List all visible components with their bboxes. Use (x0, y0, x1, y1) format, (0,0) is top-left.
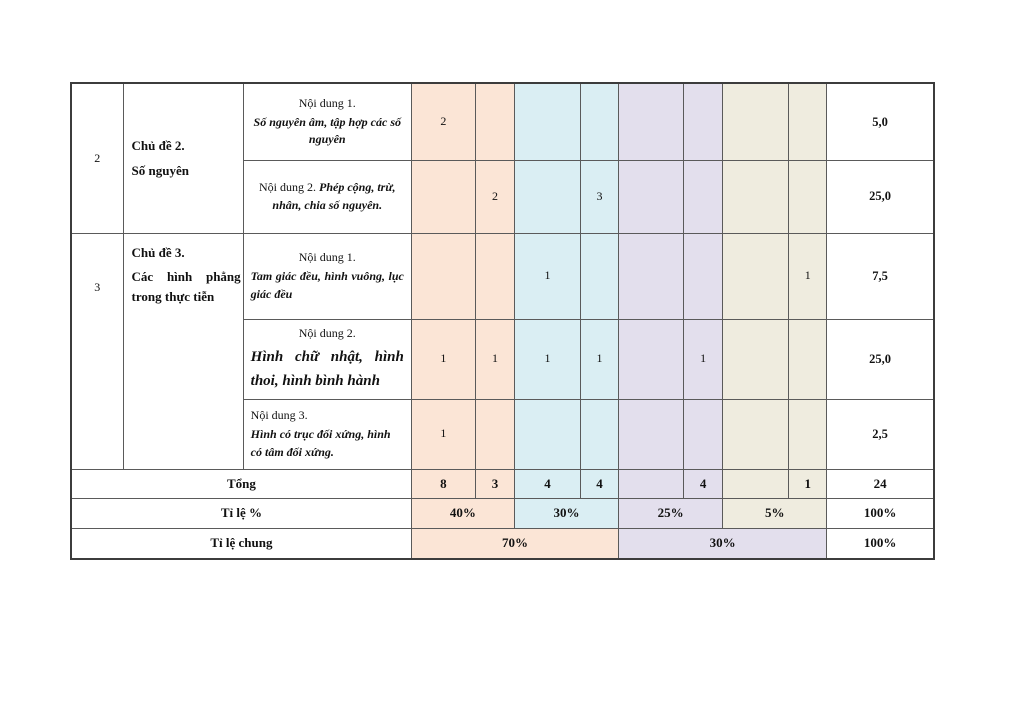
totals-l2b: 4 (580, 468, 620, 499)
value-t3c1-l1b (474, 232, 515, 320)
totals-l1a: 8 (410, 468, 476, 499)
value-t3c3-l4b (788, 398, 828, 470)
value-t2c2-l3b (683, 159, 724, 234)
totals-label: Tổng (70, 468, 412, 499)
value-t2c2-l2b: 3 (580, 159, 620, 234)
value-t2c2-l1b: 2 (474, 159, 515, 234)
content-topic2-nd1-text: Số nguyên âm, tập hợp các số nguyên (253, 115, 401, 147)
row-totals: Tổng 8 3 4 4 4 1 24 (70, 468, 935, 499)
row-topic3-content3: Nội dung 3. Hình có trục đối xứng, hình … (71, 398, 935, 470)
content-topic3-nd2-label: Nội dung 2. (298, 326, 356, 341)
totals-l1b: 3 (474, 468, 515, 499)
percent-overall-label: Tỉ lệ chung (70, 527, 412, 560)
value-t3c2-l1b: 1 (474, 318, 515, 400)
value-t2c2-l4a (722, 159, 790, 234)
value-t2c1-l4b (788, 82, 828, 161)
total-t3c1: 7,5 (826, 232, 935, 320)
value-t2c1-l2a (513, 82, 582, 161)
value-t3c3-l2b (580, 398, 620, 470)
value-t2c1-l1a: 2 (410, 82, 476, 161)
row-topic3-content2: Nội dung 2. Hình chữ nhật, hình thoi, hì… (71, 318, 935, 400)
totals-l4a (722, 468, 790, 499)
percent-l3: 25% (618, 497, 724, 529)
exam-matrix-table: 2 Chủ đề 2. Số nguyên Nội dung 1. Số ngu… (70, 82, 935, 560)
percent-l4: 5% (722, 497, 828, 529)
value-t3c1-l1a (410, 232, 476, 320)
value-t3c2-l2b: 1 (580, 318, 620, 400)
value-t2c1-l3b (683, 82, 724, 161)
topic3-title-line2: Các hình phẳng trong thực tiễn (131, 269, 241, 304)
value-t3c3-l1b (474, 398, 515, 470)
topic2-title-cell: Chủ đề 2. Số nguyên (122, 82, 244, 234)
row-topic3-content1: 3 Chủ đề 3. Các hình phẳng trong thực ti… (70, 232, 935, 470)
value-t3c3-l2a (513, 398, 582, 470)
content-topic2-nd1: Nội dung 1. Số nguyên âm, tập hợp các số… (242, 82, 412, 161)
row-percent: Tỉ lệ % 40% 30% 25% 5% 100% (70, 497, 935, 529)
percent-label: Tỉ lệ % (70, 497, 412, 529)
content-topic2-nd2-text: Phép cộng, trừ, nhân, chia số nguyên. (272, 180, 396, 212)
totals-l3b: 4 (683, 468, 724, 499)
row-topic2-content1: 2 Chủ đề 2. Số nguyên Nội dung 1. Số ngu… (70, 82, 935, 234)
percent-overall-total: 100% (826, 527, 935, 560)
percent-l2: 30% (513, 497, 620, 529)
value-t2c1-l4a (722, 82, 790, 161)
totals-l4b: 1 (788, 468, 828, 499)
row-percent-overall: Tỉ lệ chung 70% 30% 100% (70, 527, 935, 560)
content-topic2-nd2-label: Nội dung 2. (259, 180, 316, 195)
total-t3c3: 2,5 (826, 398, 935, 470)
row-topic2-content2: Nội dung 2. Phép cộng, trừ, nhân, chia s… (71, 159, 935, 234)
value-t2c2-l2a (513, 159, 582, 234)
stt-topic3: 3 (70, 232, 124, 470)
content-topic3-nd2: Nội dung 2. Hình chữ nhật, hình thoi, hì… (242, 318, 412, 400)
value-t2c1-l2b (580, 82, 620, 161)
total-t2c1: 5,0 (826, 82, 935, 161)
value-t3c2-l2a: 1 (513, 318, 582, 400)
percent-overall-70: 70% (410, 527, 620, 560)
value-t3c1-l2b (580, 232, 620, 320)
content-topic2-nd1-label: Nội dung 1. (298, 95, 356, 110)
totals-l2a: 4 (513, 468, 582, 499)
total-t2c2: 25,0 (826, 159, 935, 234)
value-t3c3-l1a: 1 (410, 398, 476, 470)
value-t3c3-l3b (683, 398, 724, 470)
totals-l3a (618, 468, 685, 499)
content-topic3-nd3-label: Nội dung 3. (250, 407, 308, 422)
content-topic2-nd2: Nội dung 2. Phép cộng, trừ, nhân, chia s… (242, 159, 412, 234)
value-t3c1-l4a (722, 232, 790, 320)
value-t3c1-l2a: 1 (513, 232, 582, 320)
topic2-title-line1: Chủ đề 2. (131, 138, 185, 154)
topic3-title-cell: Chủ đề 3. Các hình phẳng trong thực tiễn (122, 232, 244, 470)
value-t2c2-l3a (618, 159, 685, 234)
percent-l1: 40% (410, 497, 515, 529)
value-t3c2-l3b: 1 (683, 318, 724, 400)
value-t2c1-l3a (618, 82, 685, 161)
value-t3c1-l3b (683, 232, 724, 320)
value-t2c2-l4b (788, 159, 828, 234)
topic2-title-line2: Số nguyên (131, 162, 189, 178)
value-t3c1-l3a (618, 232, 685, 320)
value-t3c3-l3a (618, 398, 685, 470)
value-t3c2-l4b (788, 318, 828, 400)
content-topic3-nd3: Nội dung 3. Hình có trục đối xứng, hình … (242, 398, 412, 470)
value-t3c1-l4b: 1 (788, 232, 828, 320)
stt-topic2: 2 (70, 82, 124, 234)
value-t3c2-l3a (618, 318, 685, 400)
value-t3c3-l4a (722, 398, 790, 470)
content-topic3-nd1-label: Nội dung 1. (298, 249, 356, 264)
percent-total: 100% (826, 497, 935, 529)
topic3-title-line1: Chủ đề 3. (131, 244, 185, 260)
value-t2c2-l1a (410, 159, 476, 234)
total-t3c2: 25,0 (826, 318, 935, 400)
totals-grand: 24 (826, 468, 935, 499)
content-topic3-nd2-text: Hình chữ nhật, hình thoi, hình bình hành (250, 348, 404, 389)
content-topic3-nd1-text: Tam giác đều, hình vuông, lục giác đều (250, 269, 404, 301)
value-t3c2-l4a (722, 318, 790, 400)
value-t2c1-l1b (474, 82, 515, 161)
content-topic3-nd1: Nội dung 1. Tam giác đều, hình vuông, lụ… (242, 232, 412, 320)
percent-overall-30: 30% (618, 527, 828, 560)
value-t3c2-l1a: 1 (410, 318, 476, 400)
content-topic3-nd3-text: Hình có trục đối xứng, hình có tâm đối x… (250, 427, 391, 459)
